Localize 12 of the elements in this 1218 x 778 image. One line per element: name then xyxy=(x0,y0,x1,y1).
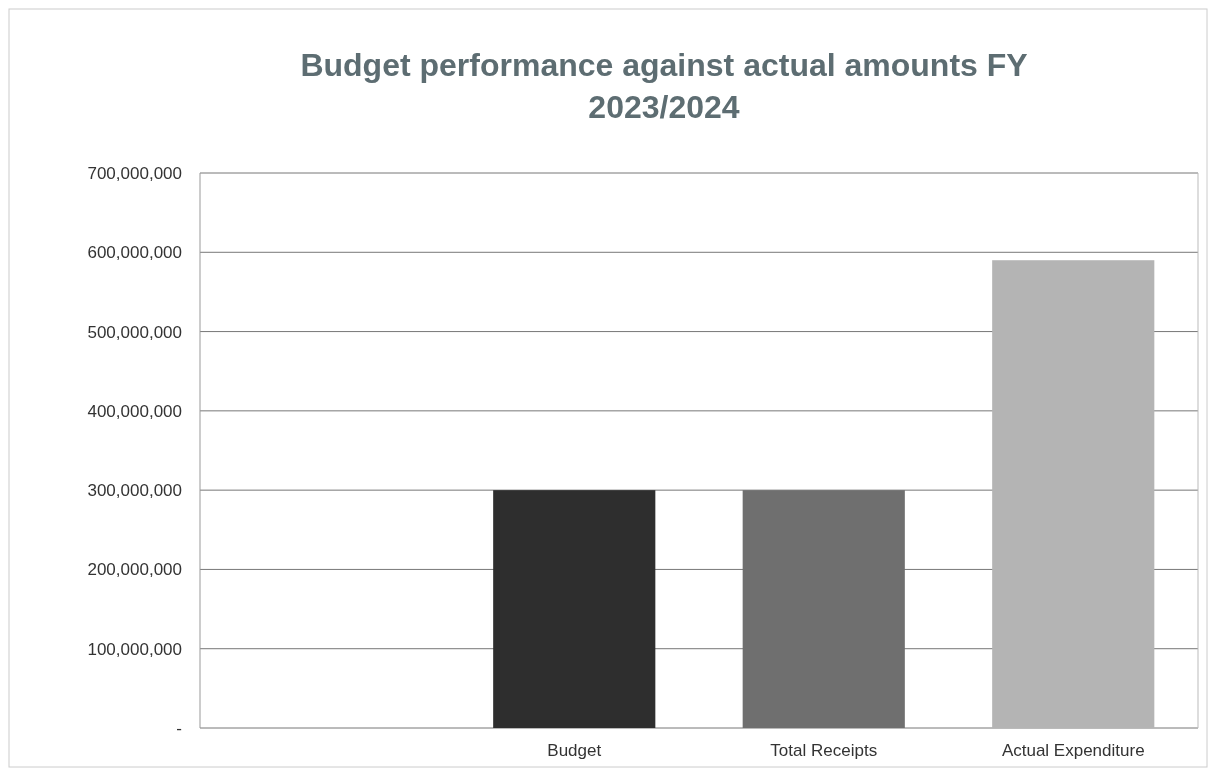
x-tick-label: Budget xyxy=(547,741,602,760)
y-tick-label: 400,000,000 xyxy=(87,401,182,421)
y-tick-label: 200,000,000 xyxy=(87,560,182,580)
x-tick-label: Total Receipts xyxy=(770,741,878,760)
y-tick-label: 500,000,000 xyxy=(87,322,182,342)
x-tick-label: Actual Expenditure xyxy=(1001,741,1145,760)
y-tick-label: 100,000,000 xyxy=(87,639,182,659)
chart-title: Budget performance against actual amounts FY 2023/2024 xyxy=(300,47,1028,125)
y-tick-label: 700,000,000 xyxy=(87,163,182,183)
y-tick-label: 300,000,000 xyxy=(87,481,182,501)
y-tick-label: - xyxy=(176,718,182,738)
y-tick-label: 600,000,000 xyxy=(87,243,182,263)
